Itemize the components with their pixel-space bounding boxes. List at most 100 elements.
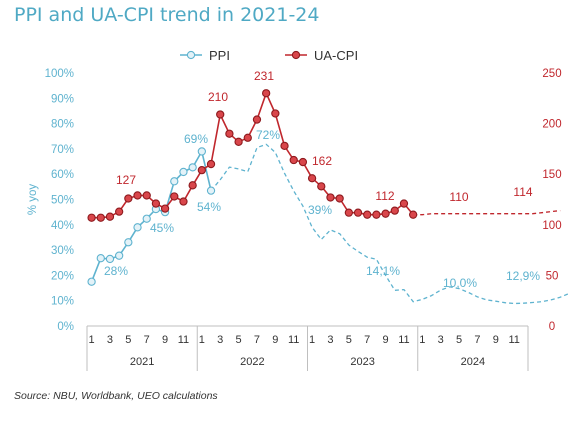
y-right-tick-label: 0 [549, 321, 555, 333]
cpi-point [197, 166, 206, 175]
cpi-data-label: 114 [513, 185, 532, 199]
cpi-point [234, 137, 243, 146]
cpi-point [409, 210, 418, 219]
cpi-point [317, 182, 326, 191]
cpi-data-label: 210 [208, 90, 228, 104]
x-month-tick-label: 5 [236, 334, 242, 346]
x-month-tick-label: 5 [125, 334, 131, 346]
cpi-point [326, 193, 335, 202]
chart-title: PPI and UA-CPI trend in 2021-24 [14, 4, 320, 26]
cpi-point [142, 191, 151, 200]
ppi-data-label: 69% [184, 132, 208, 146]
cpi-data-label: 162 [312, 154, 332, 168]
cpi-point [216, 110, 225, 119]
cpi-point [262, 89, 271, 98]
x-month-tick-label: 5 [456, 334, 462, 346]
cpi-point [399, 199, 409, 208]
x-month-tick-label: 7 [364, 334, 370, 346]
x-year-label: 2024 [461, 356, 485, 368]
x-month-tick-label: 1 [89, 334, 95, 346]
ppi-data-label: 72% [256, 128, 280, 142]
cpi-point [252, 115, 262, 124]
cpi-point [188, 181, 197, 190]
x-month-tick-label: 1 [309, 334, 315, 346]
y-right-tick-label: 50 [546, 270, 559, 282]
ppi-point [124, 238, 133, 247]
x-year-label: 2021 [130, 356, 154, 368]
ppi-data-label: 54% [197, 200, 221, 214]
x-month-tick-label: 5 [346, 334, 352, 346]
x-month-tick-label: 7 [474, 334, 480, 346]
cpi-point [87, 213, 96, 222]
cpi-point [243, 133, 252, 142]
legend-ppi-marker [186, 50, 196, 60]
cpi-point [381, 209, 390, 218]
x-month-tick-label: 7 [254, 334, 260, 346]
cpi-point [307, 174, 317, 183]
legend-cpi-marker [291, 50, 301, 60]
cpi-point [390, 206, 399, 215]
x-year-label: 2022 [240, 356, 264, 368]
cpi-point [298, 157, 308, 167]
ppi-point [188, 163, 197, 172]
ppi-point [142, 214, 151, 223]
source-note: Source: NBU, Worldbank, UEO calculations [14, 390, 218, 402]
cpi-data-label: 112 [375, 189, 394, 203]
ppi-forecast-line [210, 143, 570, 305]
legend-cpi-label: UA-CPI [314, 48, 358, 63]
ppi-data-label: 45% [150, 221, 174, 235]
cpi-point [353, 208, 363, 217]
ppi-point [133, 223, 142, 232]
y-left-tick-label: 80% [51, 119, 74, 131]
ppi-data-label: 10,0% [443, 276, 477, 290]
y-left-tick-label: 60% [51, 169, 74, 181]
cpi-line [91, 92, 414, 219]
cpi-point [206, 159, 216, 169]
cpi-point [170, 192, 179, 201]
cpi-point [363, 210, 372, 219]
y-right-tick-label: 150 [542, 169, 561, 181]
y-right-tick-label: 200 [542, 119, 561, 131]
ppi-point [170, 177, 179, 186]
y-left-tick-label: 20% [51, 270, 74, 282]
y-left-tick-label: 30% [51, 245, 74, 257]
x-month-tick-label: 9 [272, 334, 278, 346]
ppi-data-label: 39% [308, 203, 332, 217]
cpi-data-label: 127 [116, 173, 136, 187]
cpi-point [96, 213, 105, 222]
cpi-point [280, 141, 289, 151]
cpi-point [124, 194, 133, 203]
y-left-tick-label: 10% [51, 296, 74, 308]
cpi-forecast-line [413, 209, 561, 216]
ppi-point [105, 254, 115, 264]
x-month-tick-label: 11 [509, 334, 520, 346]
x-month-tick-label: 3 [327, 334, 333, 346]
x-month-tick-label: 3 [107, 334, 113, 346]
y-left-tick-label: 90% [51, 93, 74, 105]
y-right-tick-label: 250 [542, 68, 561, 80]
cpi-data-label: 110 [449, 190, 468, 204]
ppi-point [87, 277, 96, 286]
x-month-tick-label: 11 [288, 334, 299, 346]
cpi-point [105, 212, 115, 221]
y-left-tick-label: 70% [51, 144, 74, 156]
cpi-point [289, 155, 298, 165]
x-month-tick-label: 1 [419, 334, 425, 346]
ppi-data-label: 28% [104, 264, 128, 278]
ppi-point [179, 167, 188, 177]
ppi-point [197, 147, 206, 156]
x-month-tick-label: 11 [178, 334, 189, 346]
cpi-point [225, 129, 234, 138]
cpi-point [344, 208, 353, 217]
y-left-tick-label: 50% [51, 195, 74, 207]
y-left-axis-label: % yoy [27, 184, 39, 216]
ppi-data-label: 12,9% [506, 269, 540, 283]
x-month-tick-label: 3 [438, 334, 444, 346]
cpi-data-label: 231 [254, 69, 274, 83]
x-month-tick-label: 3 [217, 334, 223, 346]
cpi-point [133, 191, 142, 200]
ppi-point [206, 186, 216, 195]
x-year-label: 2023 [350, 356, 374, 368]
y-left-tick-label: 100% [45, 68, 74, 80]
